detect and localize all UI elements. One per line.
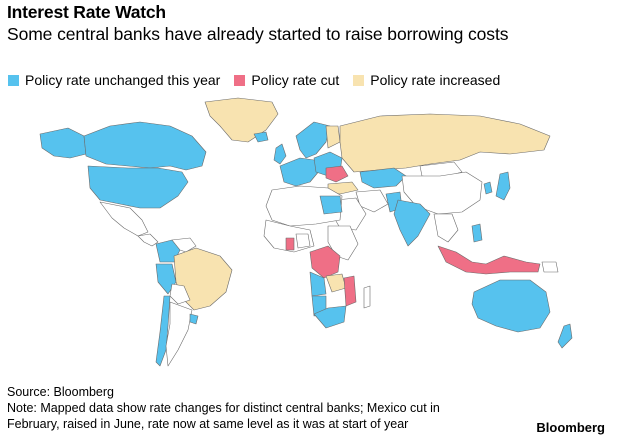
legend: Policy rate unchanged this year Policy r… [8, 72, 514, 88]
region-europe-west [279, 157, 321, 187]
chart-subtitle: Some central banks have already started … [7, 24, 509, 44]
legend-item-cut: Policy rate cut [234, 72, 339, 88]
note-line-2: February, raised in June, rate now at sa… [7, 417, 409, 431]
legend-item-unchanged: Policy rate unchanged this year [8, 72, 220, 88]
region-uruguay [189, 313, 199, 325]
region-ghana [285, 237, 295, 251]
legend-swatch-unchanged [8, 74, 19, 86]
region-finland [325, 125, 341, 149]
region-kazakhstan [359, 167, 407, 189]
note-line-1: Note: Mapped data show rate changes for … [7, 401, 440, 415]
legend-swatch-cut [234, 74, 246, 86]
region-india [393, 199, 431, 247]
footer-notes: Source: Bloomberg Note: Mapped data show… [7, 384, 527, 432]
region-zambia [325, 273, 347, 293]
region-ukraine [325, 165, 349, 183]
region-congo [309, 245, 341, 279]
legend-label-increased: Policy rate increased [370, 72, 501, 88]
region-canada [83, 121, 207, 171]
region-east-africa [327, 225, 359, 261]
region-philippines [471, 223, 483, 243]
region-norway-sweden [295, 121, 331, 159]
bloomberg-logo: Bloomberg [536, 420, 605, 435]
region-madagascar [363, 285, 371, 309]
region-iceland [253, 131, 269, 143]
world-map [39, 97, 573, 367]
region-korea [483, 181, 493, 195]
region-russia [339, 113, 551, 173]
chart-title: Interest Rate Watch [7, 2, 166, 22]
region-se-asia [433, 213, 459, 243]
region-venezuela [171, 237, 197, 253]
legend-item-increased: Policy rate increased [353, 72, 500, 88]
legend-label-unchanged: Policy rate unchanged this year [25, 72, 221, 88]
legend-label-cut: Policy rate cut [251, 72, 340, 88]
region-png [541, 261, 559, 273]
legend-swatch-increased [353, 74, 365, 86]
region-nigeria [295, 233, 311, 249]
region-argentina [165, 301, 193, 367]
region-usa [87, 165, 189, 209]
source-note: Source: Bloomberg [7, 385, 115, 399]
region-angola [309, 271, 327, 297]
region-south-africa [313, 305, 347, 329]
region-china [401, 171, 483, 215]
region-chile [155, 295, 171, 367]
region-mozambique [343, 275, 357, 307]
region-uk [273, 143, 287, 165]
region-indonesia [437, 245, 541, 275]
region-australia [471, 279, 551, 333]
region-egypt [319, 195, 343, 215]
region-mexico [99, 201, 149, 237]
region-alaska [39, 127, 87, 159]
region-bolivia [169, 283, 191, 305]
region-new-zealand [557, 323, 573, 349]
region-japan [495, 171, 511, 201]
region-central-america [137, 233, 159, 247]
